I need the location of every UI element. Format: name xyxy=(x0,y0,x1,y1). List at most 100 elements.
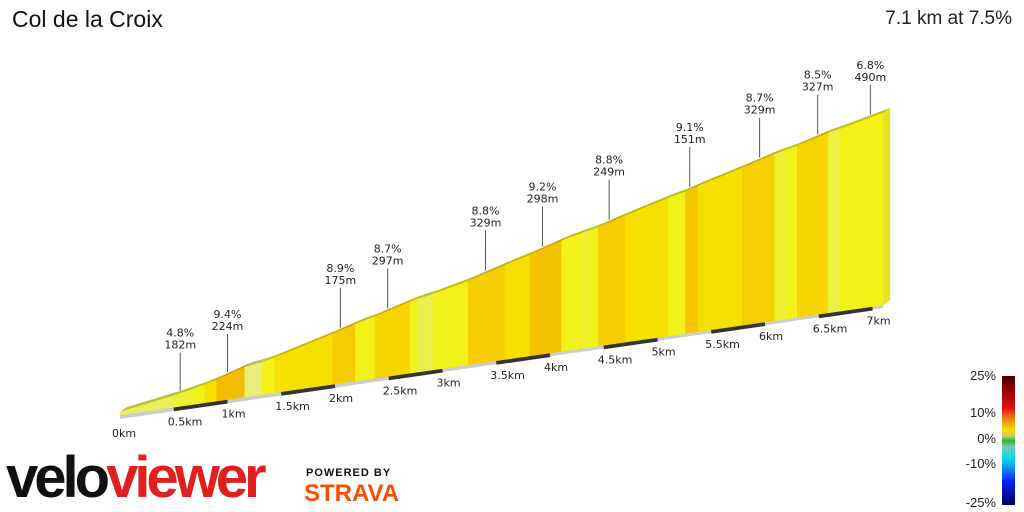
top-surface-shade xyxy=(194,379,212,389)
annotation-grade: 8.5% xyxy=(804,68,832,81)
annotation-length: 298m xyxy=(527,192,559,205)
x-tick-label: 4.5km xyxy=(598,353,633,366)
top-surface-segment xyxy=(374,296,418,317)
veloviewer-logo[interactable]: veloviewer xyxy=(6,445,267,510)
gradient-segment xyxy=(685,185,699,334)
top-surface-segment xyxy=(274,329,340,358)
gradient-segment xyxy=(668,191,686,337)
strava-logo[interactable]: STRAVA xyxy=(304,480,400,507)
annotation-grade: 8.8% xyxy=(595,154,623,167)
top-surface-shade xyxy=(244,357,269,368)
x-tick-label: 6.5km xyxy=(813,322,848,335)
top-surface-segment xyxy=(173,383,202,396)
top-surface-segment xyxy=(120,390,181,412)
top-surface-segment xyxy=(786,141,805,151)
top-surface-segment xyxy=(668,186,693,199)
top-surface-segment xyxy=(417,289,440,300)
gradient-legend-bar xyxy=(1002,376,1015,505)
logo-viewer: viewer xyxy=(106,445,267,510)
top-surface-shade xyxy=(797,127,836,147)
x-tick-label: 2.5km xyxy=(383,384,418,397)
top-surface-segment xyxy=(216,362,252,380)
top-surface-shade xyxy=(120,390,181,412)
gradient-segment xyxy=(417,294,434,373)
gradient-segment xyxy=(786,145,798,320)
legend-label-minus25: -25% xyxy=(965,495,996,510)
gradient-segment xyxy=(840,112,884,312)
top-surface-shade xyxy=(374,296,418,317)
top-surface-shade xyxy=(668,186,693,199)
top-surface-shade xyxy=(355,311,382,325)
gradient-segment xyxy=(589,226,599,348)
top-surface-shade xyxy=(173,383,202,396)
powered-by-label: POWERED BY xyxy=(306,467,392,479)
top-surface-shade xyxy=(786,141,805,151)
annotation-grade: 9.1% xyxy=(676,121,704,134)
top-surface-shade xyxy=(529,235,569,256)
x-tick-label: 7km xyxy=(867,315,891,328)
gradient-segment xyxy=(742,153,775,326)
top-surface-shade xyxy=(504,250,537,266)
climb-summary: 7.1 km at 7.5% xyxy=(885,8,1012,29)
annotation-grade: 8.8% xyxy=(472,205,500,218)
top-surface-shade xyxy=(468,260,512,282)
top-surface-segment xyxy=(432,276,476,295)
ground-km-band xyxy=(495,353,551,365)
annotation-grade: 8.9% xyxy=(326,262,354,275)
top-surface-segment xyxy=(529,235,569,256)
gradient-segment xyxy=(561,232,583,352)
x-tick-label: 3km xyxy=(437,377,461,390)
top-surface-segment xyxy=(742,149,782,169)
logo-velo: velo xyxy=(6,445,110,510)
top-surface-shade xyxy=(561,228,590,241)
annotation-length: 490m xyxy=(854,71,886,84)
gradient-segment xyxy=(774,149,787,321)
ground-km-band xyxy=(388,368,443,381)
top-surface-segment xyxy=(840,107,891,130)
ground-km-band xyxy=(710,322,766,334)
x-tick-label: 2km xyxy=(329,392,353,405)
climb-title: Col de la Croix xyxy=(12,6,163,32)
top-surface-segment xyxy=(261,352,282,363)
annotation-length: 224m xyxy=(212,320,244,333)
annotation-grade: 8.7% xyxy=(374,242,402,255)
top-surface-shade xyxy=(828,124,848,133)
gradient-segment xyxy=(332,323,356,385)
annotation-grade: 4.8% xyxy=(166,327,194,340)
top-surface-shade xyxy=(332,319,363,335)
top-surface-segment xyxy=(685,181,706,192)
top-surface-shade xyxy=(432,276,476,295)
annotation-length: 329m xyxy=(744,104,776,117)
legend-label-10: 10% xyxy=(969,405,996,420)
top-surface-segment xyxy=(332,319,363,335)
top-surface-segment xyxy=(774,145,794,155)
ground-km-band xyxy=(818,306,873,319)
ground-km-band xyxy=(603,337,658,350)
top-surface-segment xyxy=(355,311,382,325)
annotation-grade: 6.8% xyxy=(856,59,884,72)
x-tick-label: 5km xyxy=(652,346,676,359)
x-tick-label: 1.5km xyxy=(275,400,310,413)
top-surface-segment xyxy=(561,228,590,241)
top-surface-segment xyxy=(598,210,633,228)
legend-label-minus10: -10% xyxy=(965,456,996,471)
gradient-segment xyxy=(355,316,376,382)
gradient-segment xyxy=(468,264,506,366)
gradient-segment xyxy=(432,280,469,371)
top-surface-segment xyxy=(797,127,836,147)
top-surface-shade xyxy=(685,181,706,192)
legend-label-0: 0% xyxy=(977,431,996,446)
top-surface-shade xyxy=(274,329,340,358)
gradient-segment xyxy=(410,298,419,374)
x-tick-label: 1km xyxy=(222,408,246,421)
top-surface-shade xyxy=(261,352,282,363)
top-surface-segment xyxy=(504,250,537,266)
legend-label-25: 25% xyxy=(969,368,996,383)
gradient-segment xyxy=(625,197,669,343)
top-surface-shade xyxy=(204,374,224,385)
gradient-segment xyxy=(828,128,841,314)
gradient-segment xyxy=(598,215,626,347)
top-surface-shade xyxy=(840,107,891,130)
annotation-grade: 8.7% xyxy=(746,92,774,105)
x-tick-label: 0km xyxy=(112,427,136,440)
